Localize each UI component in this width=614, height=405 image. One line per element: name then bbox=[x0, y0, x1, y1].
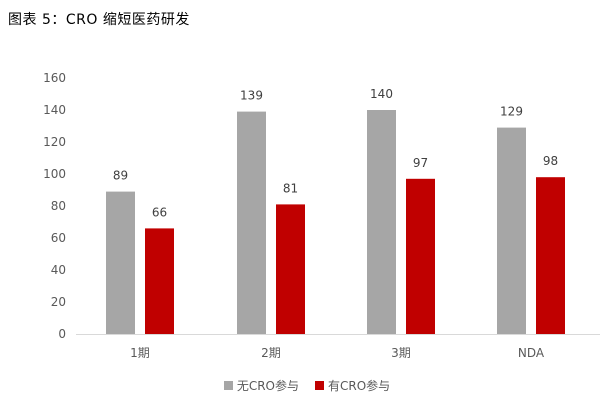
legend-item-series-0: 无CRO参与 bbox=[223, 377, 299, 394]
x-axis: 1期 2期 3期 NDA bbox=[130, 346, 545, 360]
data-label-series-0-1: 139 bbox=[240, 89, 263, 103]
data-label-series-0-0: 89 bbox=[113, 169, 128, 183]
y-tick-label: 160 bbox=[43, 71, 66, 85]
x-category-label: 1期 bbox=[130, 346, 150, 360]
y-tick-label: 80 bbox=[51, 199, 66, 213]
x-category-label: 2期 bbox=[261, 346, 281, 360]
y-tick-label: 100 bbox=[43, 167, 66, 181]
data-label-series-0-2: 140 bbox=[370, 87, 393, 101]
data-label-series-1-0: 66 bbox=[152, 205, 167, 219]
legend-swatch-series-1 bbox=[315, 381, 324, 390]
y-tick-label: 40 bbox=[51, 263, 66, 277]
bar-chart: 0 20 40 60 80 100 120 140 160 89 139 140 129 66 81 97 9… bbox=[43, 71, 600, 360]
y-axis: 0 20 40 60 80 100 120 140 160 bbox=[43, 71, 66, 341]
data-label-series-1-2: 97 bbox=[413, 156, 428, 170]
y-tick-label: 0 bbox=[58, 327, 66, 341]
bars: 89 139 140 129 66 81 97 98 bbox=[106, 87, 565, 334]
y-tick-label: 20 bbox=[51, 295, 66, 309]
legend-label-series-0: 无CRO参与 bbox=[236, 379, 299, 393]
bar-series-1-1 bbox=[276, 204, 305, 334]
data-label-series-1-1: 81 bbox=[283, 181, 298, 195]
bar-series-0-0 bbox=[106, 191, 135, 334]
bar-series-0-1 bbox=[237, 111, 266, 334]
legend-swatch-series-0 bbox=[223, 381, 233, 390]
bar-series-1-0 bbox=[145, 228, 174, 334]
y-tick-label: 120 bbox=[43, 135, 66, 149]
data-label-series-0-3: 129 bbox=[500, 105, 523, 119]
x-category-label: NDA bbox=[518, 346, 545, 360]
y-tick-label: 60 bbox=[51, 231, 66, 245]
y-tick-label: 140 bbox=[43, 103, 66, 117]
figure-title: 图表 5：CRO 缩短医药研发 bbox=[8, 12, 190, 28]
bar-series-1-2 bbox=[406, 178, 435, 334]
legend: 无CRO参与 有CRO参与 bbox=[0, 377, 614, 394]
data-label-series-1-3: 98 bbox=[543, 154, 558, 168]
x-category-label: 3期 bbox=[391, 346, 411, 360]
bar-series-0-2 bbox=[367, 110, 396, 334]
legend-item-series-1: 有CRO参与 bbox=[315, 377, 390, 394]
bar-series-1-3 bbox=[536, 177, 565, 334]
bar-series-0-3 bbox=[497, 127, 526, 334]
legend-label-series-1: 有CRO参与 bbox=[328, 379, 391, 393]
